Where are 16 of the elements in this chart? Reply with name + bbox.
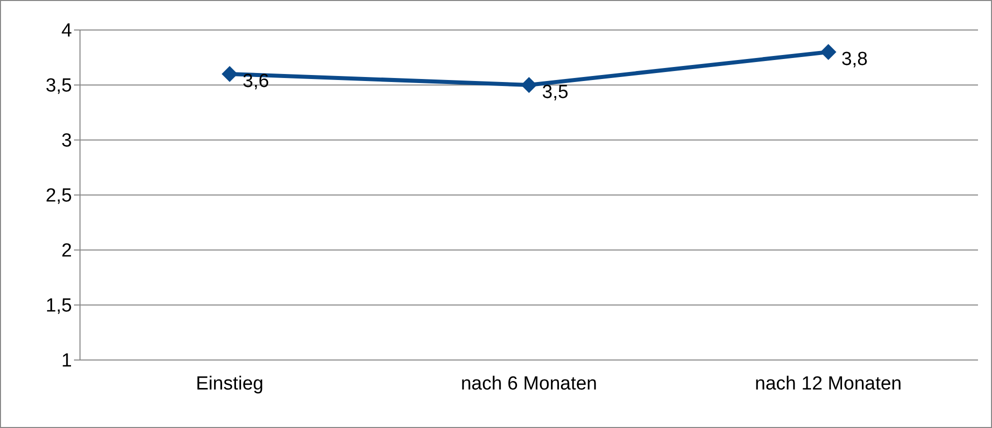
x-tick-label: nach 6 Monaten [460,373,598,394]
y-tick-label: 4 [61,20,72,42]
y-tick-label: 3,5 [46,76,72,97]
y-tick-label: 2 [61,240,72,262]
y-tick-label: 1 [61,350,72,372]
point [820,44,836,60]
x-tick-label: Einstieg [196,373,264,394]
point [222,66,238,82]
data-label: 3,5 [542,82,568,103]
y-tick-label: 1,5 [46,296,72,317]
y-tick-label: 2,5 [46,186,72,207]
data-label: 3,6 [242,71,270,92]
data-label: 3,8 [841,49,868,70]
x-tick-label: nach 12 Monaten [754,373,902,394]
y-tick-label: 3 [61,130,72,152]
point [521,77,537,93]
